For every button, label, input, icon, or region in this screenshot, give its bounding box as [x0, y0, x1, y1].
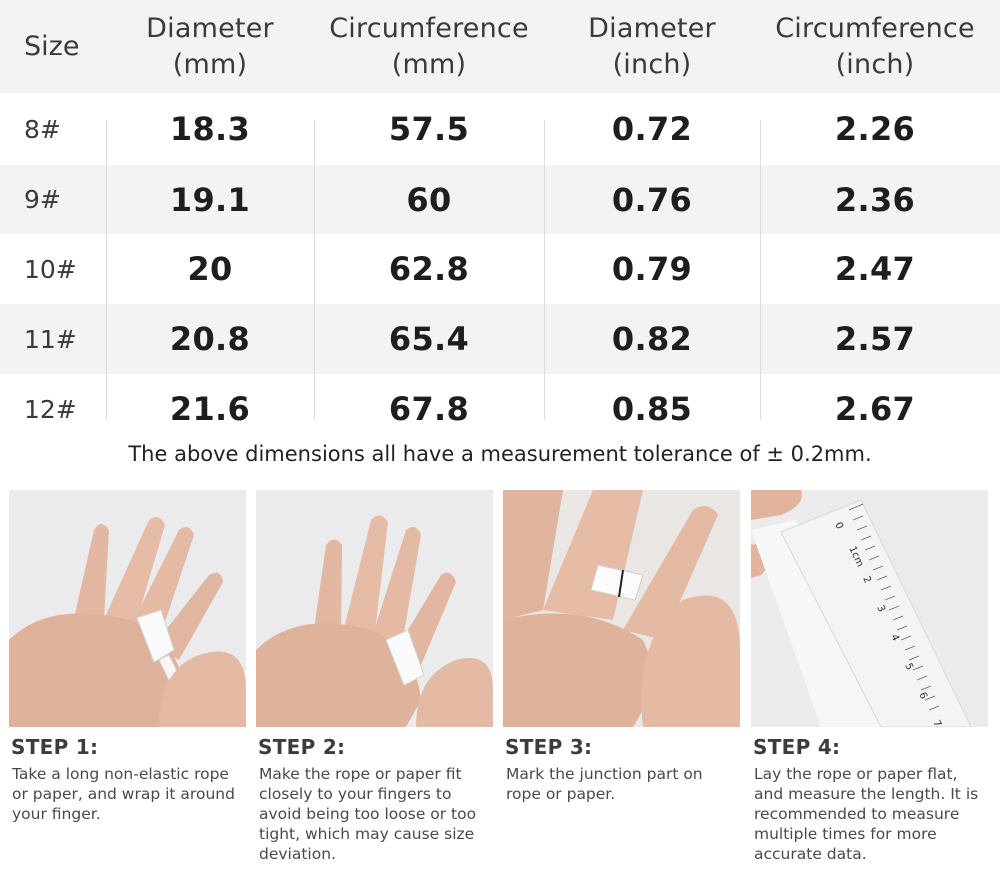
header-size-label: Size — [24, 31, 80, 62]
step-description: Take a long non-elastic rope or paper, a… — [12, 765, 235, 823]
hand-photo-icon — [9, 490, 246, 727]
step-description: Make the rope or paper fit closely to yo… — [259, 765, 477, 863]
circumference-inch-cell: 2.67 — [834, 390, 916, 428]
hand-marking-paper-strip-photo — [503, 490, 740, 727]
hand-photo-icon — [503, 490, 740, 727]
step-title: STEP 1: — [11, 735, 99, 759]
header-label: Diameter — [588, 12, 716, 44]
header-circumference-mm: Circumference (mm) — [314, 0, 544, 93]
header-size: Size — [0, 0, 106, 93]
diameter-inch-cell: 0.82 — [611, 320, 693, 358]
table-row: 11# 20.8 65.4 0.82 2.57 — [0, 304, 1000, 374]
step-title: STEP 2: — [258, 735, 346, 759]
header-label: Circumference — [329, 12, 529, 44]
header-label: Circumference — [775, 12, 975, 44]
circumference-mm-cell: 57.5 — [388, 110, 470, 148]
diameter-inch-cell: 0.76 — [611, 180, 693, 219]
header-label: Diameter — [146, 12, 274, 44]
svg-text:2: 2 — [860, 575, 873, 585]
table-row: 10# 20 62.8 0.79 2.47 — [0, 234, 1000, 304]
ruler-measuring-strip-photo: 0 1cm 2 3 4 5 6 7 — [751, 490, 988, 727]
circumference-mm-cell: 65.4 — [388, 320, 470, 358]
circumference-mm-cell: 62.8 — [388, 250, 470, 288]
tolerance-note: The above dimensions all have a measurem… — [128, 442, 872, 466]
step-description: Mark the junction part on rope or paper. — [506, 765, 703, 803]
column-divider — [106, 120, 107, 420]
header-diameter-mm: Diameter (mm) — [106, 0, 314, 93]
svg-text:4: 4 — [888, 633, 901, 643]
circumference-inch-cell: 2.36 — [834, 180, 916, 219]
step-1: STEP 1: Take a long non-elastic rope or … — [9, 490, 246, 884]
hand-tightening-paper-strip-photo — [256, 490, 493, 727]
circumference-inch-cell: 2.47 — [834, 250, 916, 288]
measurement-steps: STEP 1: Take a long non-elastic rope or … — [0, 490, 1000, 884]
table-header-row: Size Diameter (mm) Circumference (mm) Diam… — [0, 0, 1000, 93]
header-circumference-inch: Circumference (inch) — [760, 0, 990, 93]
header-unit: (inch) — [612, 48, 692, 80]
column-divider — [760, 120, 761, 420]
diameter-mm-cell: 20 — [187, 250, 233, 288]
circumference-mm-cell: 67.8 — [388, 390, 470, 428]
hand-wrapping-paper-strip-photo — [9, 490, 246, 727]
size-cell: 12# — [24, 394, 77, 424]
step-title: STEP 4: — [753, 735, 841, 759]
step-3: STEP 3: Mark the junction part on rope o… — [503, 490, 740, 884]
step-description: Lay the rope or paper flat, and measure … — [754, 765, 979, 863]
svg-text:7: 7 — [930, 719, 943, 727]
diameter-mm-cell: 21.6 — [169, 390, 251, 428]
step-2: STEP 2: Make the rope or paper fit close… — [256, 490, 493, 884]
svg-text:0: 0 — [832, 521, 845, 531]
header-unit: (inch) — [835, 48, 915, 80]
diameter-mm-cell: 19.1 — [169, 180, 251, 219]
svg-text:6: 6 — [916, 691, 929, 701]
table-row: 8# 18.3 57.5 0.72 2.26 — [0, 93, 1000, 165]
diameter-inch-cell: 0.79 — [611, 250, 693, 288]
header-diameter-inch: Diameter (inch) — [544, 0, 760, 93]
step-4: 0 1cm 2 3 4 5 6 7 STEP 4: Lay the rope o… — [751, 490, 988, 884]
header-unit: (mm) — [391, 48, 467, 80]
diameter-mm-cell: 20.8 — [169, 320, 251, 358]
size-cell: 9# — [24, 185, 61, 214]
table-row: 9# 19.1 60 0.76 2.36 — [0, 165, 1000, 234]
column-divider — [314, 120, 315, 420]
diameter-mm-cell: 18.3 — [169, 110, 251, 148]
column-divider — [544, 120, 545, 420]
svg-text:5: 5 — [902, 662, 915, 672]
size-cell: 8# — [24, 114, 61, 144]
circumference-inch-cell: 2.57 — [834, 320, 916, 358]
circumference-inch-cell: 2.26 — [834, 110, 916, 148]
diameter-inch-cell: 0.85 — [611, 390, 693, 428]
step-title: STEP 3: — [505, 735, 593, 759]
hand-photo-icon — [256, 490, 493, 727]
table-row: 12# 21.6 67.8 0.85 2.67 — [0, 374, 1000, 444]
size-cell: 10# — [24, 254, 77, 284]
ruler-icon: 0 1cm 2 3 4 5 6 7 — [751, 490, 988, 727]
size-cell: 11# — [24, 324, 77, 354]
circumference-mm-cell: 60 — [406, 180, 452, 219]
svg-text:3: 3 — [874, 604, 887, 614]
header-unit: (mm) — [172, 48, 248, 80]
diameter-inch-cell: 0.72 — [611, 110, 693, 148]
